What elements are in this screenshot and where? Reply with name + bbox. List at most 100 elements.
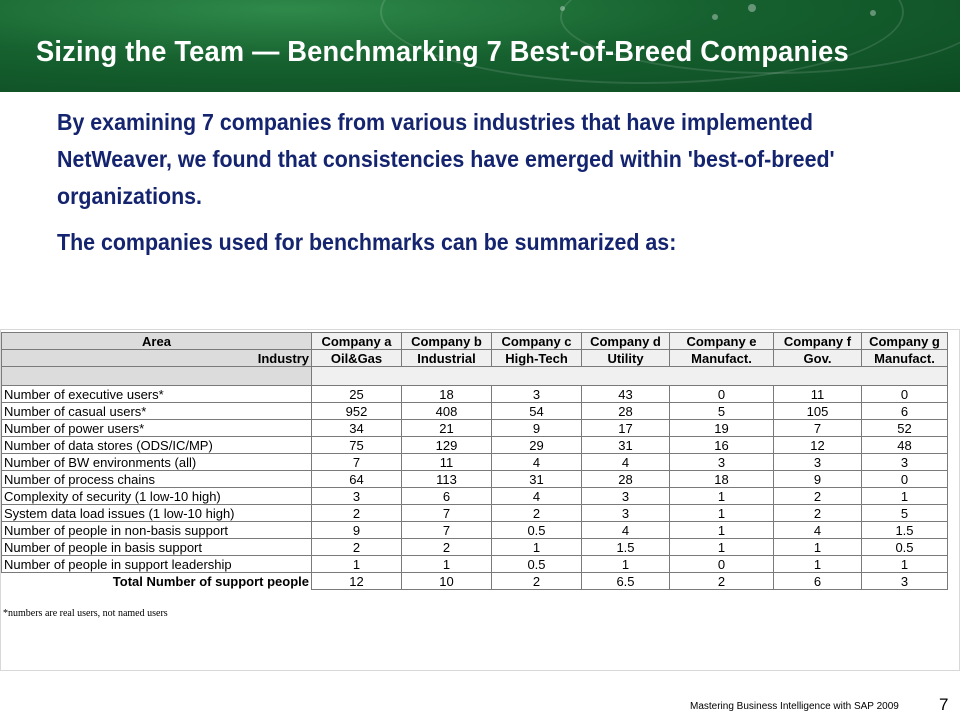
table-row: Number of process chains 64 113 31 28 18 9 0 (1, 470, 948, 488)
total-value: 6 (773, 572, 862, 590)
metric-value: 5 (861, 504, 948, 522)
metric-value: 31 (581, 436, 670, 454)
industry-cell: Oil&Gas (311, 349, 402, 367)
metric-value: 75 (311, 436, 402, 454)
table-row: Number of people in non-basis support 9 7 0… (1, 521, 948, 539)
metric-value: 1 (311, 555, 402, 573)
total-value: 12 (311, 572, 402, 590)
table-row: Number of people in basis support 2 2 1 1.5 1… (1, 538, 948, 556)
metric-value: 3 (581, 487, 670, 505)
metric-label: Number of executive users* (1, 385, 312, 403)
industry-cell: High-Tech (491, 349, 582, 367)
metric-value: 0.5 (491, 555, 582, 573)
footnote: *numbers are real users, not named users (3, 608, 168, 619)
metric-value: 7 (401, 521, 492, 539)
metric-value: 9 (491, 419, 582, 437)
metric-value: 0.5 (491, 521, 582, 539)
metric-value: 31 (491, 470, 582, 488)
metric-value: 52 (861, 419, 948, 437)
metric-value: 952 (311, 402, 402, 420)
metric-value: 7 (311, 453, 402, 471)
industry-cell: Manufact. (861, 349, 948, 367)
company-header: Company b (401, 332, 492, 350)
metric-label: Number of BW environments (all) (1, 453, 312, 471)
table-row: System data load issues (1 low-10 high) 2… (1, 504, 948, 522)
metric-label: System data load issues (1 low-10 high) (1, 504, 312, 522)
metric-label: Complexity of security (1 low-10 high) (1, 487, 312, 505)
industry-cell: Utility (581, 349, 670, 367)
company-header: Company g (861, 332, 948, 350)
metric-value: 408 (401, 402, 492, 420)
metric-value: 4 (491, 487, 582, 505)
metric-value: 21 (401, 419, 492, 437)
metric-value: 54 (491, 402, 582, 420)
metric-value: 3 (311, 487, 402, 505)
metric-value: 1 (401, 555, 492, 573)
metric-value: 3 (491, 385, 582, 403)
metric-value: 0 (861, 470, 948, 488)
metric-value: 2 (311, 504, 402, 522)
metric-value: 3 (861, 453, 948, 471)
intro-paragraph: By examining 7 companies from various in… (57, 109, 835, 209)
banner-dot-decoration (748, 4, 756, 12)
metric-value: 9 (773, 470, 862, 488)
metric-value: 4 (773, 521, 862, 539)
metric-value: 1 (669, 504, 774, 522)
metric-value: 3 (581, 504, 670, 522)
metric-value: 6 (401, 487, 492, 505)
company-header: Company a (311, 332, 402, 350)
metric-value: 11 (773, 385, 862, 403)
metric-value: 1.5 (861, 521, 948, 539)
industry-cell: Gov. (773, 349, 862, 367)
metric-label: Number of casual users* (1, 402, 312, 420)
metric-value: 18 (669, 470, 774, 488)
footer-text: Mastering Business Intelligence with SAP… (690, 701, 899, 712)
area-header: Area (1, 332, 312, 350)
metric-value: 1 (861, 555, 948, 573)
metric-value: 16 (669, 436, 774, 454)
total-label: Total Number of support people (112, 573, 309, 589)
metric-value: 129 (401, 436, 492, 454)
metric-value: 1 (773, 538, 862, 556)
metric-value: 113 (401, 470, 492, 488)
industry-row: Industry Oil&Gas Industrial High-Tech Utili… (1, 349, 948, 367)
header-row: Area Company a Company b Company c Company … (1, 332, 948, 350)
metric-value: 1 (581, 555, 670, 573)
metric-value: 2 (773, 504, 862, 522)
metric-label: Number of process chains (1, 470, 312, 488)
industry-cell: Industrial (401, 349, 492, 367)
metric-value: 1 (861, 487, 948, 505)
spacer-cell (311, 366, 948, 386)
industry-header: Industry (1, 349, 312, 367)
total-value: 6.5 (581, 572, 670, 590)
page-number: 7 (939, 695, 949, 714)
table-row: Number of people in support leadership 1 1… (1, 555, 948, 573)
metric-value: 11 (401, 453, 492, 471)
metric-value: 6 (861, 402, 948, 420)
slide-title: Sizing the Team — Benchmarking 7 Best-of… (36, 36, 849, 68)
banner-dot-decoration (712, 14, 718, 20)
metric-value: 64 (311, 470, 402, 488)
spacer-row (1, 366, 948, 386)
metric-value: 28 (581, 402, 670, 420)
metric-value: 29 (491, 436, 582, 454)
banner-dot-decoration (560, 6, 565, 11)
metric-value: 7 (401, 504, 492, 522)
metric-value: 2 (311, 538, 402, 556)
company-header: Company c (491, 332, 582, 350)
metric-value: 17 (581, 419, 670, 437)
metric-label: Number of people in basis support (1, 538, 312, 556)
banner-dot-decoration (870, 10, 876, 16)
metric-value: 2 (491, 504, 582, 522)
metric-value: 105 (773, 402, 862, 420)
total-value: 2 (491, 572, 582, 590)
total-value: 3 (861, 572, 948, 590)
metric-value: 3 (773, 453, 862, 471)
metric-value: 4 (581, 521, 670, 539)
table-row: Number of executive users* 25 18 3 43 0 11 0 (1, 385, 948, 403)
table-row: Complexity of security (1 low-10 high) 3 6… (1, 487, 948, 505)
metric-value: 7 (773, 419, 862, 437)
metric-label: Number of people in support leadership (1, 555, 312, 573)
metric-value: 1.5 (581, 538, 670, 556)
metric-value: 28 (581, 470, 670, 488)
